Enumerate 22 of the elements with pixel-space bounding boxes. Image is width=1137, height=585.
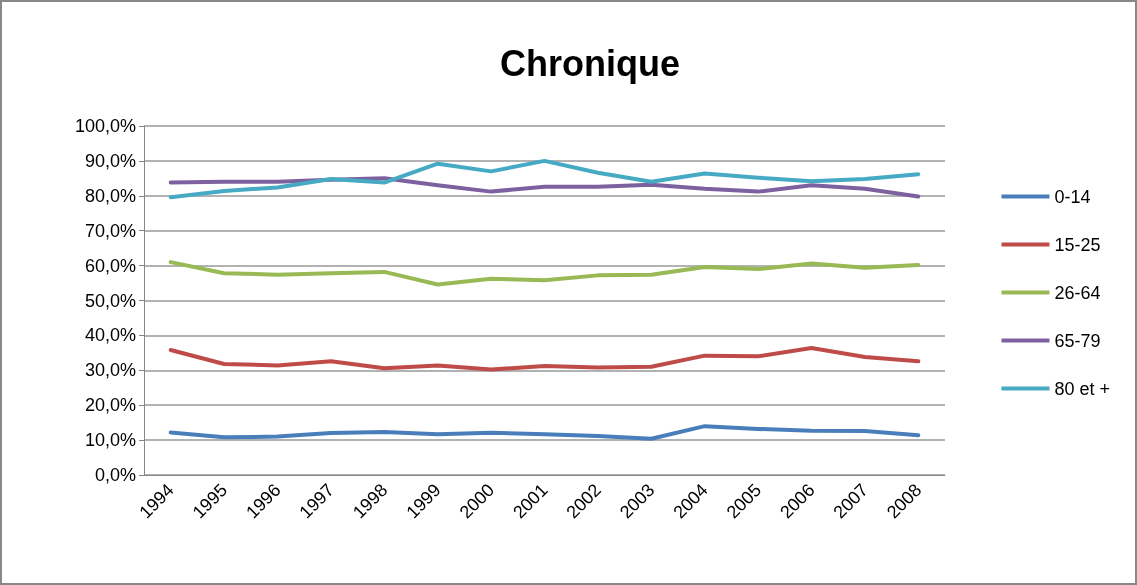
- legend-label: 80 et +: [1054, 378, 1110, 399]
- y-tick-label: 50,0%: [84, 290, 136, 311]
- legend-label: 0-14: [1054, 186, 1091, 207]
- line-series: [168, 260, 921, 287]
- y-tick-label: 70,0%: [84, 220, 136, 241]
- line-series: [168, 176, 921, 199]
- y-tick-label: 90,0%: [84, 150, 136, 171]
- y-tick-label: 0,0%: [94, 465, 136, 485]
- y-tick-label: 60,0%: [84, 255, 136, 276]
- legend-label: 15-25: [1054, 234, 1101, 255]
- line-series: [168, 158, 921, 200]
- legend-label: 26-64: [1054, 282, 1101, 303]
- legend-label: 65-79: [1054, 330, 1101, 351]
- y-tick-label: 100,0%: [74, 116, 136, 136]
- line-series: [168, 345, 921, 372]
- y-tick-label: 30,0%: [84, 360, 136, 381]
- y-tick-label: 80,0%: [84, 185, 136, 206]
- line-series: [168, 424, 921, 441]
- y-tick-label: 40,0%: [84, 325, 136, 346]
- y-tick-label: 20,0%: [84, 395, 136, 416]
- chart-title: Chronique: [500, 42, 680, 84]
- y-tick-label: 10,0%: [84, 430, 136, 451]
